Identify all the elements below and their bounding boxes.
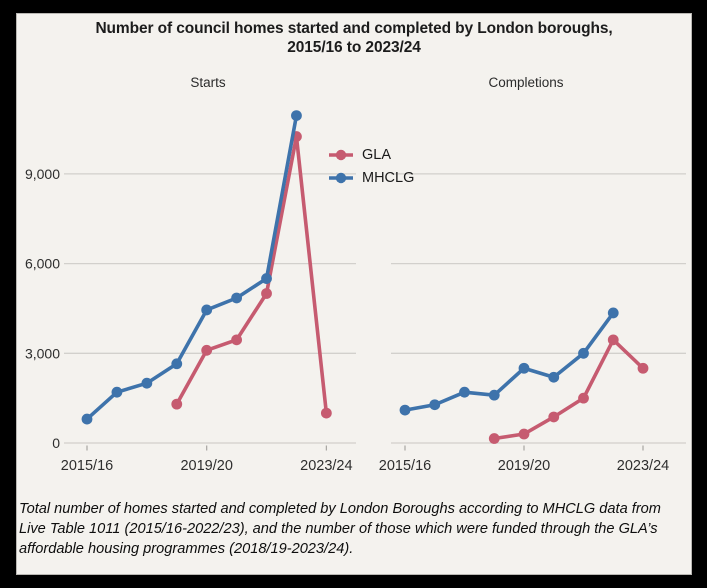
x-axis-tick-label: 2019/20 bbox=[180, 458, 232, 474]
mhclg-data-point bbox=[111, 386, 123, 398]
chart-footnote: Total number of homes started and comple… bbox=[19, 501, 661, 557]
chart-legend: GLA MHCLG bbox=[328, 147, 414, 186]
mhclg-data-point bbox=[141, 377, 153, 389]
mhclg-data-point bbox=[81, 413, 93, 425]
mhclg-data-point bbox=[201, 304, 213, 316]
panel-label-completions: Completions bbox=[488, 75, 564, 90]
mhclg-data-point bbox=[607, 307, 619, 319]
chart-title: Number of council homes started and comp… bbox=[95, 20, 613, 56]
gla-data-point bbox=[637, 362, 649, 374]
y-axis-tick-label: 9,000 bbox=[25, 166, 60, 182]
y-axis-tick-label: 0 bbox=[52, 435, 60, 451]
gla-data-point bbox=[231, 334, 243, 346]
y-axis-tick-label: 6,000 bbox=[25, 256, 60, 272]
x-axis-tick-label: 2015/16 bbox=[379, 458, 431, 474]
legend-label-mhclg: MHCLG bbox=[362, 170, 415, 186]
panel-label-starts: Starts bbox=[190, 75, 226, 90]
mhclg-data-point bbox=[429, 399, 441, 411]
gla-data-point bbox=[320, 407, 332, 419]
mhclg-data-point bbox=[291, 110, 302, 121]
gla-data-point bbox=[607, 334, 619, 346]
chart-canvas-area: 0 3,000 6,000 9,000 2015/16 2019/20 2023/24 201… bbox=[16, 13, 692, 575]
gla-data-point bbox=[171, 398, 183, 410]
legend-item-mhclg: MHCLG bbox=[328, 170, 414, 186]
mhclg-data-point bbox=[231, 292, 243, 304]
mhclg-data-point bbox=[171, 358, 183, 370]
mhclg-data-point bbox=[261, 273, 272, 284]
x-axis-tick-label: 2015/16 bbox=[61, 458, 113, 474]
x-axis-tick-label: 2019/20 bbox=[498, 458, 550, 474]
gla-data-point bbox=[548, 411, 560, 423]
x-axis-tick-label: 2023/24 bbox=[300, 458, 352, 474]
mhclg-data-point bbox=[459, 386, 470, 398]
mhclg-data-point bbox=[399, 404, 411, 416]
mhclg-data-point bbox=[548, 371, 560, 383]
x-axis-tick-label: 2023/24 bbox=[617, 458, 669, 474]
y-axis-tick-label: 3,000 bbox=[25, 345, 60, 361]
legend-label-gla: GLA bbox=[362, 147, 392, 163]
mhclg-data-point bbox=[578, 347, 589, 359]
line-chart: 0 3,000 6,000 9,000 2015/16 2019/20 2023/24 201… bbox=[25, 110, 686, 474]
mhclg-series-marker-icon bbox=[329, 172, 353, 184]
gla-line bbox=[493, 338, 645, 441]
gla-data-point bbox=[578, 392, 589, 404]
gla-line bbox=[175, 134, 329, 414]
mhclg-data-point bbox=[488, 389, 500, 401]
gla-data-point bbox=[201, 344, 213, 356]
gla-data-point bbox=[261, 288, 272, 299]
gla-series-marker-icon bbox=[329, 149, 353, 161]
mhclg-data-point bbox=[518, 362, 530, 374]
legend-item-gla: GLA bbox=[328, 147, 414, 163]
gla-data-point bbox=[488, 433, 500, 444]
gla-data-point bbox=[518, 428, 530, 440]
